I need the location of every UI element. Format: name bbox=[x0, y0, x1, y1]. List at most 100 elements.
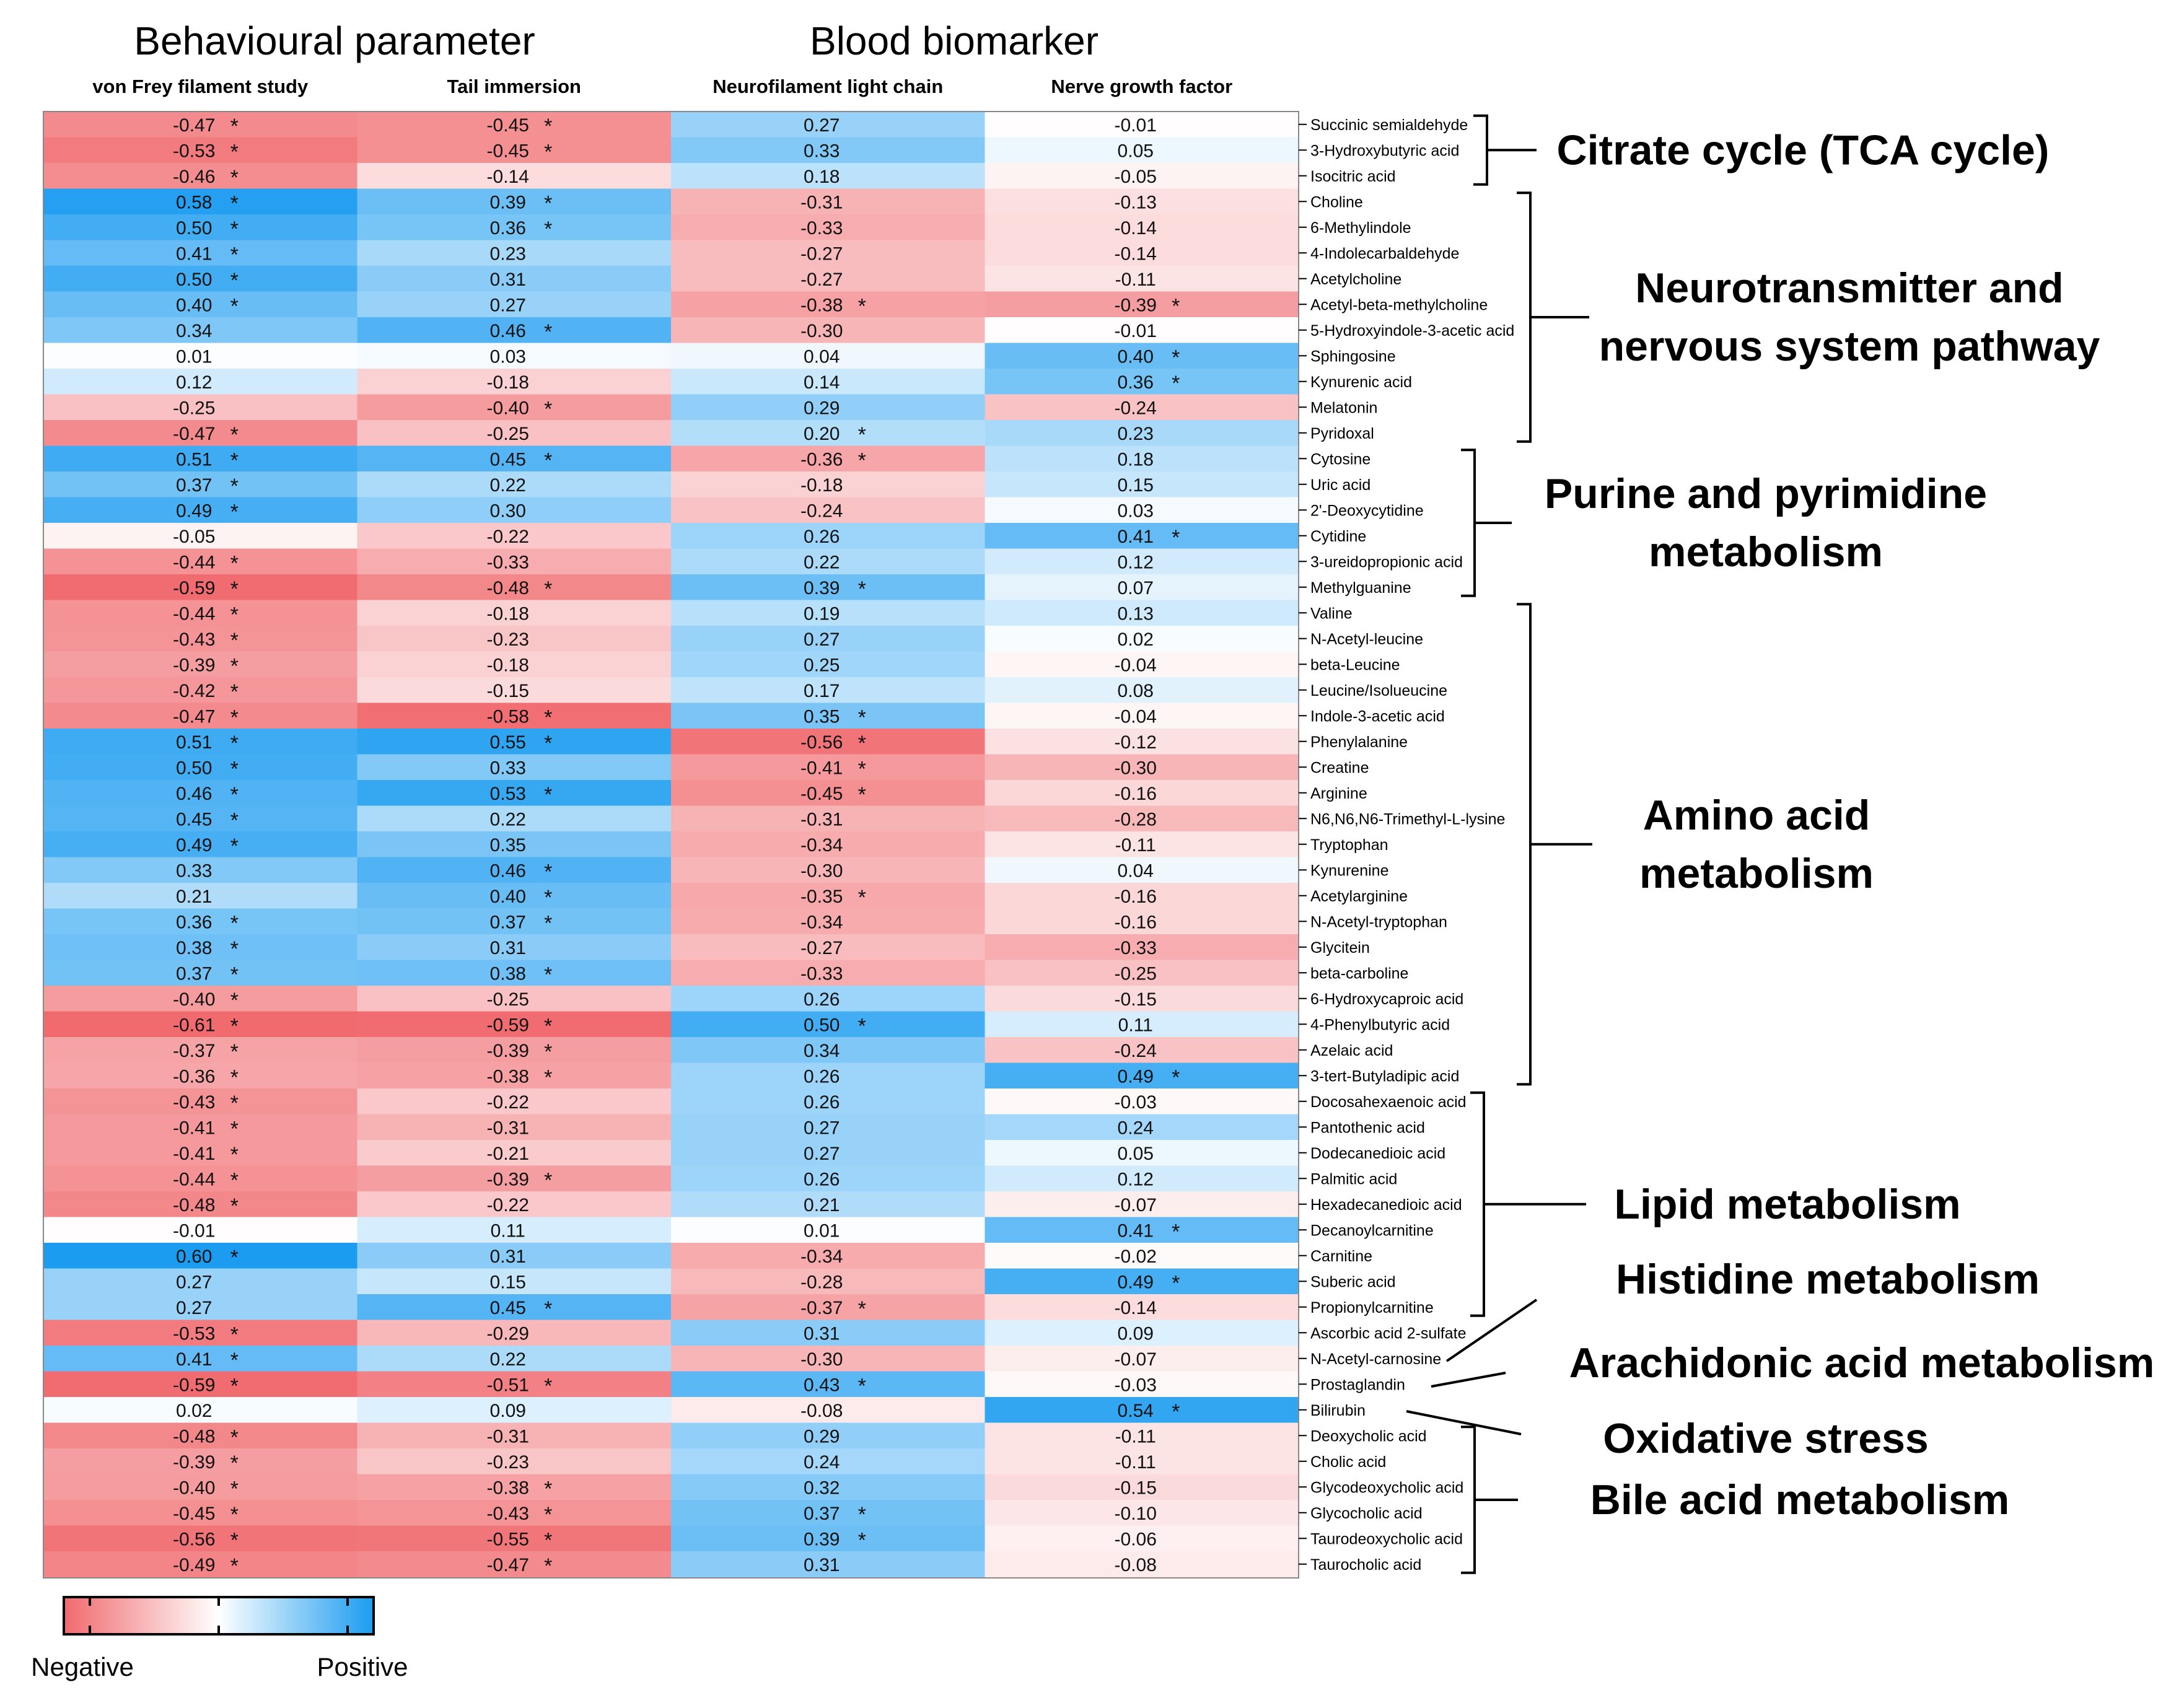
heatmap-cell bbox=[671, 805, 986, 832]
cell-value-label: 0.02 bbox=[1118, 629, 1154, 650]
significance-marker: * bbox=[230, 963, 239, 986]
significance-marker: * bbox=[230, 937, 239, 961]
row-label: Prostaglandin bbox=[1310, 1376, 1405, 1393]
row-label: 2'-Deoxycytidine bbox=[1310, 502, 1424, 519]
cell-value-label: -0.27 bbox=[800, 269, 843, 290]
cell-value-label: 0.18 bbox=[1118, 449, 1154, 470]
cell-value-label: -0.45 bbox=[800, 784, 843, 804]
cell-value-label: -0.15 bbox=[487, 681, 529, 701]
significance-marker: * bbox=[230, 757, 239, 781]
cell-value-label: 0.31 bbox=[490, 269, 526, 290]
heatmap-cell bbox=[985, 1268, 1299, 1295]
heatmap-cell bbox=[671, 1088, 986, 1115]
pathway-label: Lipid metabolism bbox=[1614, 1181, 1960, 1228]
heatmap-cell bbox=[357, 1062, 672, 1089]
cell-value-label: 0.22 bbox=[490, 1349, 526, 1370]
cell-value-label: -0.11 bbox=[1115, 269, 1156, 290]
heatmap-cell bbox=[43, 1268, 358, 1295]
heatmap-cell bbox=[671, 1165, 986, 1192]
significance-marker: * bbox=[858, 757, 866, 781]
heatmap-cell bbox=[43, 1448, 358, 1475]
heatmap-cell bbox=[671, 1397, 986, 1424]
cell-value-label: -0.31 bbox=[487, 1426, 529, 1447]
significance-marker: * bbox=[230, 423, 239, 447]
heatmap-cell bbox=[671, 600, 986, 626]
heatmap-cell bbox=[43, 188, 358, 215]
heatmap-cell bbox=[671, 188, 986, 215]
row-label: Succinic semialdehyde bbox=[1310, 116, 1468, 134]
heatmap-cell bbox=[985, 883, 1299, 909]
heatmap-cell bbox=[43, 908, 358, 935]
significance-marker: * bbox=[230, 115, 239, 138]
row-label: 5-Hydroxyindole-3-acetic acid bbox=[1310, 322, 1514, 339]
heatmap-cell bbox=[43, 137, 358, 164]
heatmap-cell bbox=[985, 1037, 1299, 1064]
cell-value-label: -0.22 bbox=[487, 1195, 529, 1215]
row-label: N-Acetyl-tryptophan bbox=[1310, 913, 1447, 931]
cell-value-label: 0.12 bbox=[176, 372, 212, 393]
cell-value-label: 0.08 bbox=[1118, 681, 1154, 701]
cell-value-label: -0.24 bbox=[1115, 398, 1157, 418]
pathway-bracket bbox=[1461, 449, 1512, 597]
cell-value-label: 0.37 bbox=[804, 1504, 840, 1524]
heatmap-cell bbox=[357, 163, 672, 190]
significance-marker: * bbox=[230, 475, 239, 498]
heatmap-cell bbox=[43, 343, 358, 369]
row-label: beta-carboline bbox=[1310, 965, 1408, 982]
row-label: Taurocholic acid bbox=[1310, 1556, 1421, 1574]
cell-value-label: 0.04 bbox=[1118, 861, 1154, 881]
row-label: Deoxycholic acid bbox=[1310, 1427, 1427, 1445]
heatmap-cell bbox=[671, 1037, 986, 1064]
heatmap-cell bbox=[357, 497, 672, 523]
cell-value-label: 0.27 bbox=[804, 1144, 840, 1164]
significance-marker: * bbox=[230, 1477, 239, 1500]
cell-value-label: -0.25 bbox=[487, 989, 529, 1010]
heatmap-cell bbox=[357, 805, 672, 832]
significance-marker: * bbox=[230, 732, 239, 755]
heatmap-cell bbox=[43, 1500, 358, 1526]
heatmap-cell bbox=[43, 651, 358, 678]
cell-value-label: 0.38 bbox=[490, 963, 526, 984]
heatmap-cell bbox=[43, 1525, 358, 1552]
cell-value-label: 0.21 bbox=[176, 887, 212, 907]
pathway-label: metabolism bbox=[1649, 528, 1883, 576]
cell-value-label: -0.43 bbox=[173, 1092, 215, 1113]
heatmap-cell bbox=[985, 1114, 1299, 1141]
cell-value-label: 0.49 bbox=[176, 835, 212, 856]
heatmap-cell bbox=[671, 1011, 986, 1038]
cell-value-label: 0.45 bbox=[490, 1298, 526, 1318]
heatmap-cell bbox=[43, 1062, 358, 1089]
heatmap-cell bbox=[671, 445, 986, 472]
cell-value-label: -0.07 bbox=[1115, 1349, 1157, 1370]
heatmap-cell bbox=[43, 1114, 358, 1141]
cell-value-label: 0.18 bbox=[804, 167, 840, 187]
heatmap-cell bbox=[43, 1551, 358, 1578]
cell-value-label: 0.36 bbox=[1118, 372, 1154, 393]
cell-value-label: -0.47 bbox=[173, 115, 215, 136]
pathway-label: Amino acid bbox=[1643, 792, 1870, 839]
cell-value-label: 0.53 bbox=[490, 784, 526, 804]
row-label: Arginine bbox=[1310, 785, 1367, 802]
heatmap-cell bbox=[357, 754, 672, 781]
cell-value-label: 0.11 bbox=[491, 1220, 525, 1241]
significance-marker: * bbox=[230, 1452, 239, 1475]
cell-value-label: 0.40 bbox=[176, 295, 212, 315]
heatmap-cell bbox=[671, 574, 986, 601]
heatmap-cell bbox=[985, 960, 1299, 986]
row-label: 6-Hydroxycaproic acid bbox=[1310, 991, 1463, 1008]
cell-value-label: 0.33 bbox=[176, 861, 212, 881]
cell-value-label: -0.14 bbox=[1115, 1298, 1157, 1318]
significance-marker: * bbox=[230, 243, 239, 266]
significance-marker: * bbox=[1172, 1271, 1180, 1295]
cell-value-label: -0.18 bbox=[487, 655, 529, 675]
cell-value-label: -0.15 bbox=[1115, 989, 1157, 1010]
cell-value-label: 0.39 bbox=[490, 192, 526, 212]
heatmap-cell bbox=[671, 420, 986, 447]
heatmap-cell bbox=[985, 651, 1299, 678]
cell-value-label: 0.46 bbox=[490, 321, 526, 341]
cell-value-label: -0.38 bbox=[487, 1478, 529, 1498]
pathway-label: Purine and pyrimidine bbox=[1545, 470, 1987, 517]
heatmap-cell bbox=[671, 112, 986, 138]
cell-value-label: 0.22 bbox=[490, 475, 526, 496]
heatmap-cell bbox=[357, 1474, 672, 1500]
